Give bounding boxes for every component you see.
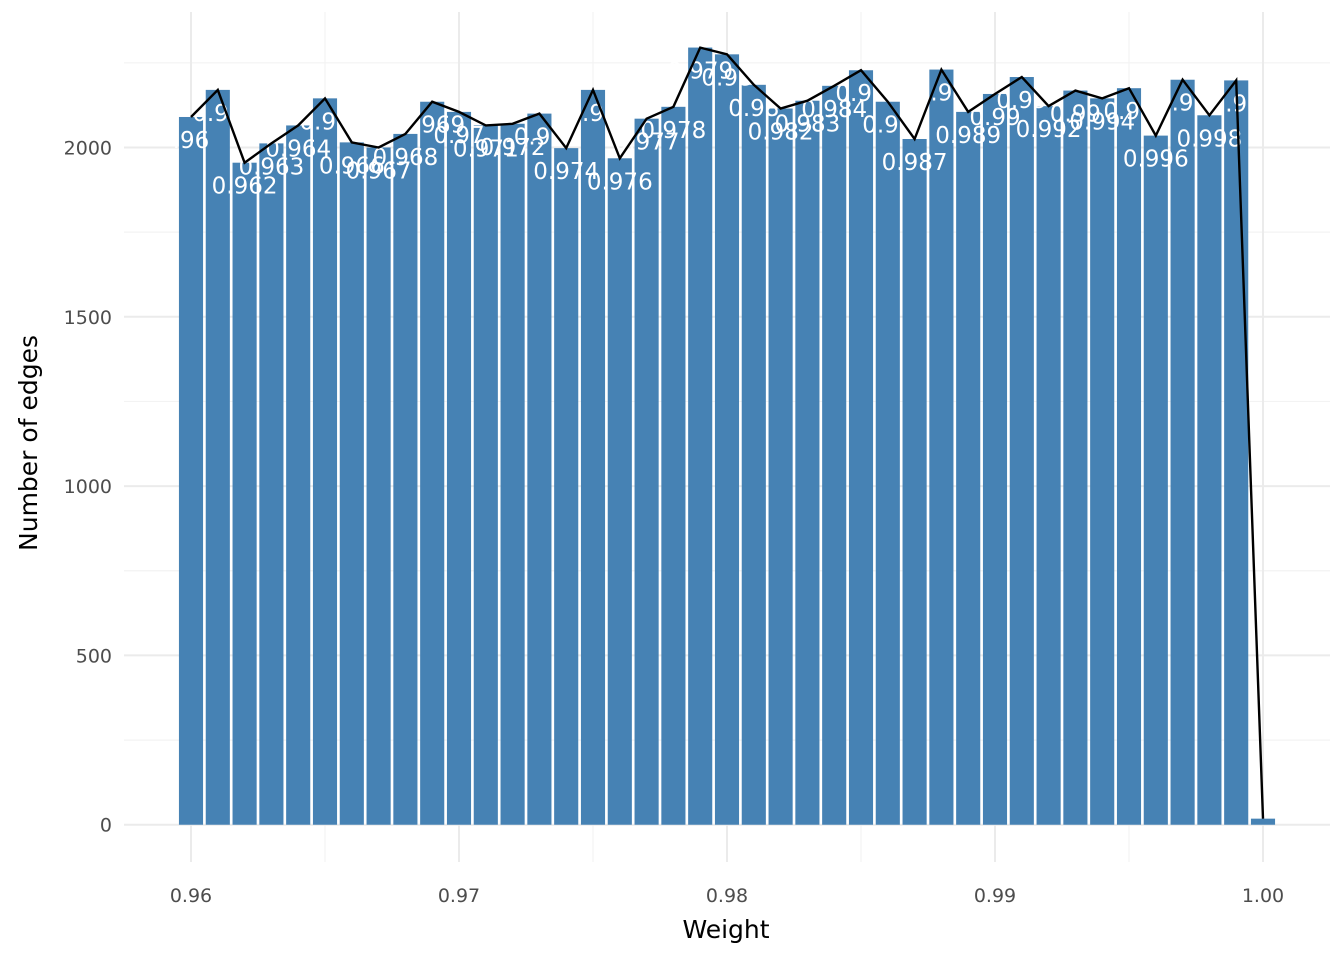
bar [554,148,579,825]
bar [661,106,686,825]
bar [875,101,900,825]
bar [339,142,364,825]
y-tick-label: 0 [100,815,112,837]
y-tick-labels: 0 500 1000 1500 2000 [64,137,112,836]
bar [420,101,445,825]
bar-label: 0.989 [935,123,1001,149]
bar [473,125,498,825]
bar-label: 0.976 [587,169,653,195]
bar-label: 0.96 [192,101,243,127]
bar [1009,77,1034,825]
bar [232,162,257,825]
bar-label: 0.972 [480,135,546,161]
bar [795,100,820,825]
bar [1036,106,1061,825]
bar [1143,135,1168,825]
bar-label: 0.99 [1103,99,1154,125]
y-axis-title: Number of edges [14,335,43,551]
x-tick-label: 0.99 [974,885,1016,907]
bar [1197,115,1222,825]
bar-label: 0.98 [701,65,752,91]
bar-label: 0.99 [1050,102,1101,128]
bar [1224,80,1249,825]
bar-label: 0.994 [1069,109,1135,135]
bar [205,89,230,825]
bar [286,125,311,825]
x-tick-label: 0.96 [170,885,212,907]
bar-label: 0.982 [748,120,814,146]
x-tick-labels: 0.96 0.97 0.98 0.99 1.00 [170,885,1284,907]
bar [982,93,1008,825]
bar [178,116,204,825]
y-tick-label: 1000 [64,476,112,498]
bar-label: 0.968 [372,145,438,171]
bar-label: 0.97 [514,125,565,151]
bar [822,85,847,825]
bar-label: 0.98 [835,81,886,107]
bar [607,158,632,825]
bar [527,113,552,825]
bar-label: 0.979 [667,59,733,85]
bar [366,147,391,825]
bar-label: 0.962 [212,174,278,200]
bar [580,89,606,825]
bar-label: 0.996 [1123,147,1189,173]
bar [634,118,659,825]
bar [902,138,927,825]
bar-label: 0.983 [774,112,840,138]
x-tick-label: 0.97 [438,885,480,907]
bar-label: 0.998 [1176,126,1242,152]
y-tick-label: 500 [76,645,112,667]
bar-label: 0.974 [533,159,599,185]
bar [1063,90,1088,825]
bar [929,69,954,825]
bar-label: 0.97 [433,123,484,149]
bar-label: 0.971 [453,136,519,162]
bar [1250,818,1276,825]
bar [446,111,472,825]
bar [768,108,793,825]
bar-label: 0.984 [801,97,867,123]
bar [312,98,338,825]
trend-line [190,46,1265,819]
bar-label: 0.992 [1016,117,1082,143]
bar-label: 0.99 [969,105,1020,131]
bar [500,123,525,825]
bar [688,47,713,825]
x-tick-label: 0.98 [706,885,748,907]
bar-label: 0.969 [399,113,465,139]
bar-label: 0.97 [567,101,618,127]
bar-label: 0.987 [882,150,948,176]
bar-label: 0.99 [996,88,1047,114]
bar [848,70,874,825]
bar-label: 0.96 [299,109,350,135]
bar-label: 0.98 [916,81,967,107]
y-tick-label: 1500 [64,307,112,329]
bar [393,133,418,825]
bar-label: .96 [173,128,210,154]
x-axis-title: Weight [682,915,769,944]
bar [259,143,284,825]
bar-label: 0.967 [346,158,412,184]
bar-label: 0.978 [640,118,706,144]
bar [1116,88,1142,825]
bar [741,84,766,825]
bars [178,47,1276,825]
y-tick-label: 2000 [64,137,112,159]
bar [1090,98,1115,825]
bar [1170,79,1195,825]
bar [714,54,740,825]
bar [956,111,981,825]
bar-label: 0.966 [319,153,385,179]
x-tick-label: 1.00 [1242,885,1284,907]
